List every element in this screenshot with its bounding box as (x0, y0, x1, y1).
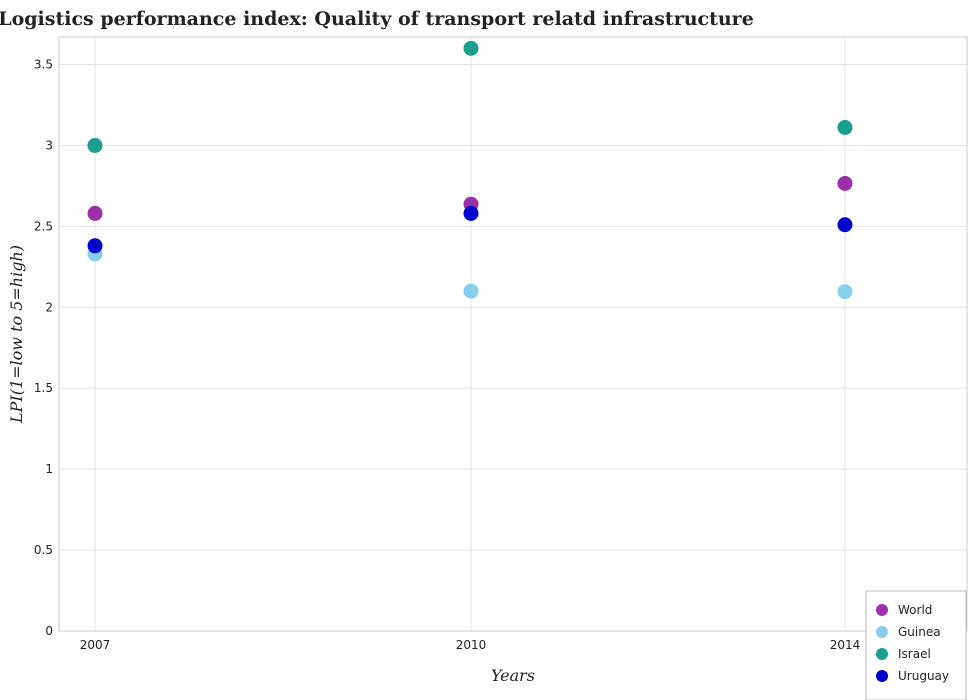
y-tick-label: 1.5 (34, 381, 53, 395)
y-tick-label: 3 (45, 138, 53, 152)
point-uruguay-2007 (87, 238, 103, 254)
y-tick-label: 2 (45, 300, 53, 314)
point-israel-2014 (837, 119, 853, 135)
legend-items: World Guinea Israel Uruguay (876, 603, 949, 683)
y-tick-label: 2.5 (34, 219, 53, 233)
point-world-2007 (87, 205, 103, 221)
x-tick-label: 2014 (830, 638, 861, 652)
x-tick-label: 2007 (80, 638, 111, 652)
x-axis-label: Years (491, 666, 535, 685)
y-axis-ticks: 0 0.5 1 1.5 2 2.5 3 3.5 (34, 58, 53, 638)
point-israel-2010 (463, 40, 479, 56)
chart-title: Logistics performance index: Quality of … (0, 8, 754, 30)
legend-label-world: World (898, 603, 932, 617)
point-israel-2007 (87, 137, 103, 153)
legend-label-uruguay: Uruguay (898, 669, 949, 683)
y-tick-label: 0 (45, 624, 53, 638)
y-tick-label: 1 (45, 462, 53, 476)
legend-marker-guinea (876, 626, 888, 638)
y-tick-label: 0.5 (34, 543, 53, 557)
point-guinea-2014 (837, 284, 853, 300)
legend: World Guinea Israel Uruguay (865, 590, 967, 700)
grid-lines (59, 37, 967, 632)
x-tick-label: 2010 (456, 638, 487, 652)
x-axis-ticks: 2007 2010 2014 (80, 638, 861, 652)
point-uruguay-2010 (463, 205, 479, 221)
data-points (87, 40, 853, 300)
legend-marker-uruguay (876, 670, 888, 682)
legend-label-israel: Israel (898, 647, 931, 661)
y-tick-label: 3.5 (34, 58, 53, 72)
y-axis-label: LPI(1=low to 5=high) (7, 245, 26, 424)
point-uruguay-2014 (837, 217, 853, 233)
plot-frame (58, 36, 968, 632)
legend-marker-israel (876, 648, 888, 660)
legend-label-guinea: Guinea (898, 625, 941, 639)
point-world-2014 (837, 175, 853, 191)
legend-marker-world (876, 604, 888, 616)
point-guinea-2010 (463, 283, 479, 299)
